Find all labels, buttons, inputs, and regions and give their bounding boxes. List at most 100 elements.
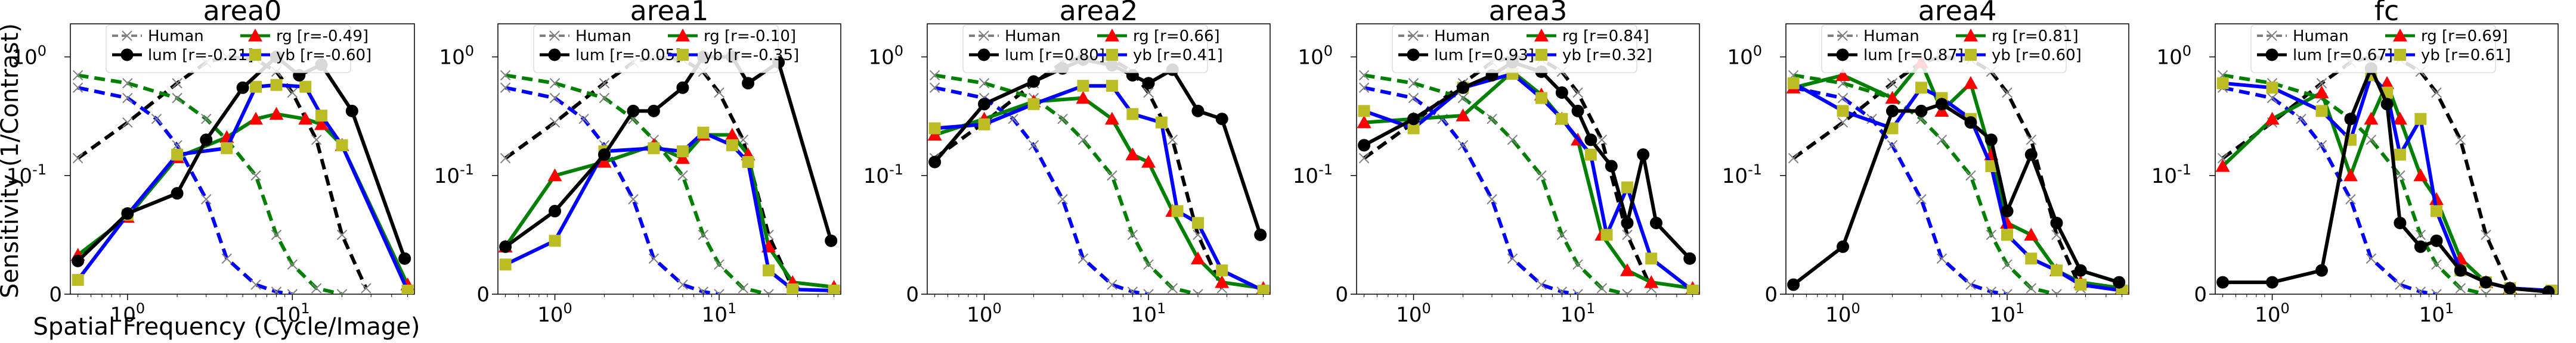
point-rg: [2429, 192, 2444, 205]
human-marker: [2267, 92, 2278, 104]
point-lum: [627, 104, 640, 117]
human-marker: [2431, 87, 2442, 98]
human-curve-lum: [76, 55, 368, 289]
point-lum: [1885, 104, 1899, 117]
human-marker: [1572, 259, 1583, 270]
axes-frame: [927, 23, 1271, 295]
point-lum: [978, 98, 991, 111]
point-rg: [1963, 76, 1978, 89]
y-tick-label: 0: [476, 283, 490, 307]
chart-title: fc: [2374, 0, 2399, 27]
point-yb: [171, 148, 184, 161]
human-marker: [1057, 194, 1068, 205]
human-marker: [648, 253, 660, 264]
plot-area: [927, 51, 1270, 294]
human-marker: [1107, 279, 1117, 290]
human-marker: [1596, 283, 1607, 294]
point-yb: [2001, 229, 2014, 241]
y-tick-label: 10-1: [1722, 161, 1762, 188]
legend-rg-label: rg [r=0.66]: [1133, 27, 1220, 45]
human-marker: [122, 92, 133, 104]
human-marker: [1358, 82, 1370, 93]
axes-frame: [497, 23, 841, 295]
legend-lum-marker: [548, 48, 561, 61]
legend-yb-label: yb [r=0.32]: [1562, 46, 1652, 64]
human-marker: [151, 114, 162, 124]
human-marker: [1028, 140, 1039, 151]
human-marker: [599, 78, 610, 89]
human-marker: [1887, 78, 1898, 89]
point-yb: [72, 274, 84, 286]
point-lum: [2394, 216, 2407, 229]
point-yb: [828, 285, 840, 294]
point-yb: [270, 79, 283, 91]
point-yb: [249, 80, 262, 93]
human-marker: [172, 140, 182, 151]
point-yb: [336, 139, 348, 151]
human-marker: [1788, 152, 1799, 164]
human-marker: [122, 117, 133, 128]
point-lum: [742, 77, 755, 90]
human-marker: [929, 82, 940, 93]
human-curve-rg: [1793, 73, 2057, 294]
legend-rg-marker: [676, 29, 690, 42]
point-yb: [697, 126, 710, 139]
point-lum: [1407, 113, 1420, 126]
legend-yb-marker: [249, 49, 261, 61]
plot-area: [2215, 51, 2558, 294]
legend-lum-label: lum [r=0.93]: [1434, 46, 1534, 64]
human-marker: [1167, 135, 1178, 145]
human-marker: [2026, 283, 2036, 294]
x-tick-label: 101: [1131, 300, 1166, 327]
legend-rg-label: rg [r=-0.10]: [704, 27, 796, 45]
human-marker: [714, 289, 724, 294]
human-marker: [1127, 286, 1138, 294]
human-marker: [2345, 194, 2356, 205]
point-yb: [221, 142, 233, 154]
legend-rg-marker: [1105, 29, 1119, 42]
axes-frame: [1356, 23, 1700, 295]
human-marker: [1916, 194, 1927, 205]
y-tick-label: 100: [2156, 43, 2191, 70]
human-curve-lum: [1363, 55, 1653, 289]
point-lum: [1964, 116, 1977, 129]
series-line-yb: [76, 83, 410, 292]
human-marker: [979, 78, 990, 89]
legend-human-marker: [1408, 30, 1419, 41]
y-tick-label: 100: [1298, 43, 1333, 70]
axes-frame: [2215, 23, 2559, 295]
human-marker: [271, 286, 282, 294]
legend-frame: [962, 24, 1208, 73]
axes-frame: [70, 23, 415, 295]
point-rg: [1620, 263, 1634, 276]
point-yb: [1985, 160, 1998, 172]
legend-lum-marker: [2265, 48, 2278, 61]
human-marker: [2316, 140, 2327, 151]
human-marker: [172, 92, 182, 104]
legend-human-marker: [122, 30, 132, 41]
human-curve-rg: [1364, 73, 1628, 294]
human-marker: [2316, 78, 2327, 89]
human-marker: [311, 283, 322, 294]
human-marker: [201, 114, 212, 124]
point-lum: [1605, 160, 1618, 173]
human-marker: [122, 78, 133, 89]
y-tick-label: 10-1: [863, 161, 903, 188]
y-tick-label: 0: [2194, 283, 2207, 307]
figure-ylabel: Sensitivity (1/Contrast): [0, 23, 24, 298]
point-lum: [825, 234, 838, 247]
point-rg: [2314, 85, 2329, 99]
human-marker: [1457, 92, 1469, 104]
point-rg: [597, 155, 612, 168]
x-tick-label: 100: [1825, 300, 1860, 327]
legend-frame: [533, 24, 779, 73]
point-yb: [1155, 116, 1168, 129]
point-yb: [1216, 264, 1228, 277]
legend-lum-label: lum [r=-0.05]: [575, 46, 681, 64]
point-lum: [2315, 264, 2328, 277]
point-yb: [2431, 205, 2443, 217]
